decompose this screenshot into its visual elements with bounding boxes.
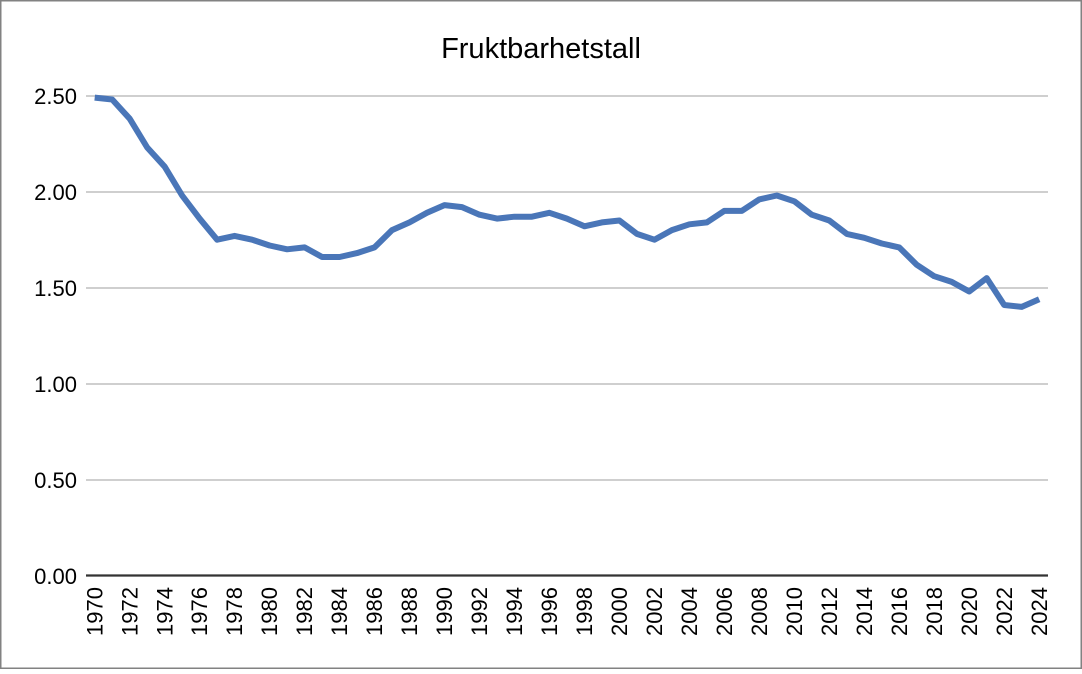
svg-text:1994: 1994 <box>502 587 527 636</box>
svg-text:0.50: 0.50 <box>34 468 77 493</box>
svg-text:1986: 1986 <box>362 587 387 636</box>
svg-text:2004: 2004 <box>677 587 702 636</box>
svg-text:1978: 1978 <box>222 587 247 636</box>
svg-text:1982: 1982 <box>292 587 317 636</box>
svg-text:1974: 1974 <box>152 587 177 636</box>
svg-text:Fruktbarhetstall: Fruktbarhetstall <box>441 33 641 65</box>
svg-text:1998: 1998 <box>572 587 597 636</box>
svg-text:1972: 1972 <box>117 587 142 636</box>
svg-text:2010: 2010 <box>782 587 807 636</box>
svg-text:1.00: 1.00 <box>34 372 77 397</box>
svg-text:2016: 2016 <box>887 587 912 636</box>
svg-text:1970: 1970 <box>82 587 107 636</box>
svg-text:2024: 2024 <box>1027 587 1052 636</box>
svg-text:1988: 1988 <box>397 587 422 636</box>
svg-text:2020: 2020 <box>957 587 982 636</box>
svg-text:2022: 2022 <box>992 587 1017 636</box>
svg-text:2012: 2012 <box>817 587 842 636</box>
svg-text:2018: 2018 <box>922 587 947 636</box>
svg-text:1996: 1996 <box>537 587 562 636</box>
svg-text:1.50: 1.50 <box>34 276 77 301</box>
svg-text:2014: 2014 <box>852 587 877 636</box>
svg-text:2006: 2006 <box>712 587 737 636</box>
svg-text:2008: 2008 <box>747 587 772 636</box>
svg-text:2.50: 2.50 <box>34 84 77 109</box>
svg-text:1992: 1992 <box>467 587 492 636</box>
svg-text:1976: 1976 <box>187 587 212 636</box>
svg-text:1990: 1990 <box>432 587 457 636</box>
svg-text:2002: 2002 <box>642 587 667 636</box>
svg-text:2000: 2000 <box>607 587 632 636</box>
svg-text:2.00: 2.00 <box>34 180 77 205</box>
svg-text:1984: 1984 <box>327 587 352 636</box>
svg-text:0.00: 0.00 <box>34 564 77 589</box>
svg-text:1980: 1980 <box>257 587 282 636</box>
